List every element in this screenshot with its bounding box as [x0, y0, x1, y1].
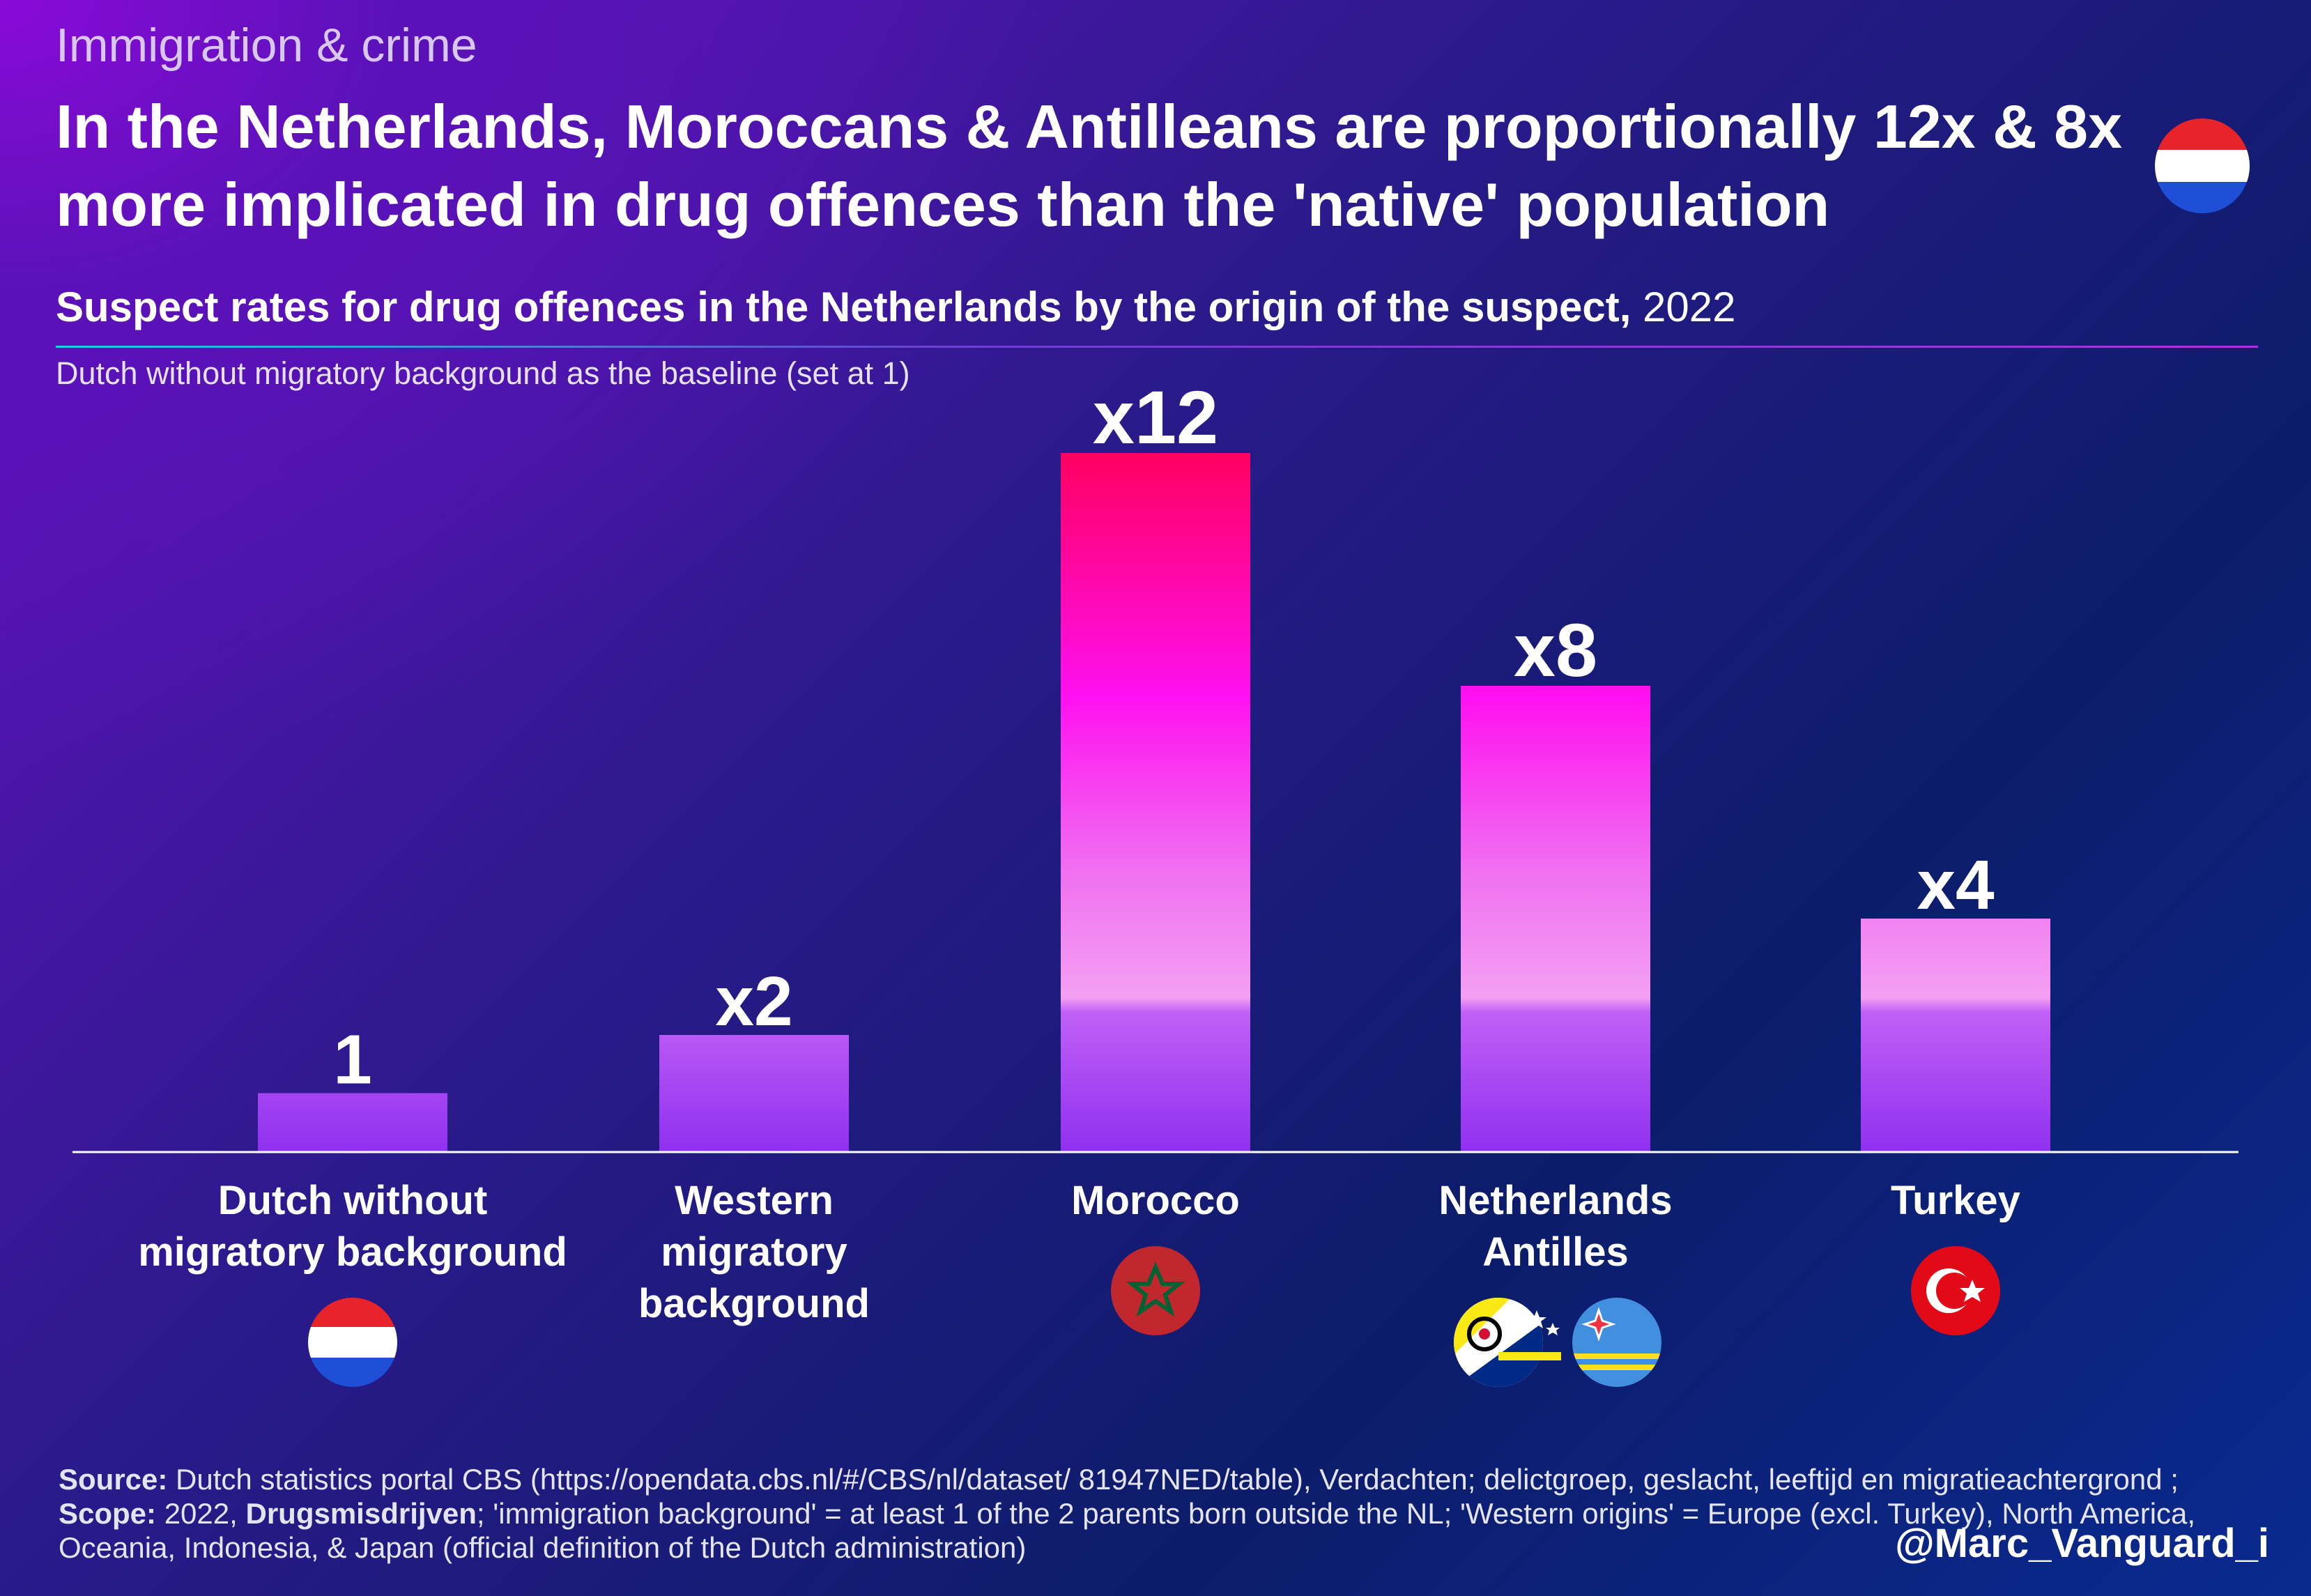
category-label-0: migratory background — [138, 1229, 567, 1275]
kicker: Immigration & crime — [56, 19, 477, 72]
scope-text: 2022, — [156, 1497, 246, 1530]
headline: In the Netherlands, Moroccans & Antillea… — [56, 92, 2123, 239]
morocco-flag-icon — [1111, 1246, 1200, 1335]
definition-text: ; 'immigration background' = at least 1 … — [59, 1497, 2196, 1564]
category-label-4: Turkey — [1891, 1178, 2020, 1223]
data-label-1: x2 — [715, 962, 792, 1041]
chart-subtitle: Suspect rates for drug offences in the N… — [56, 283, 1736, 331]
category-label-1: Western — [675, 1178, 834, 1223]
bar-4 — [1861, 919, 2050, 1151]
category-label-0: Dutch without — [218, 1178, 488, 1223]
netherlands-flag-icon — [308, 1298, 397, 1387]
data-label-2: x12 — [1093, 375, 1218, 459]
bar-2 — [1061, 453, 1250, 1151]
bar-chart: 1 x2 x12 x8 x4 Dutch without migratory backgr… — [138, 375, 2050, 1387]
subtitle-year: 2022 — [1631, 284, 1736, 330]
source-text: Dutch statistics portal CBS (https://ope… — [167, 1463, 2179, 1496]
drugs-label: Drugsmisdrijven — [245, 1497, 477, 1530]
category-label-2: Morocco — [1071, 1178, 1240, 1223]
curacao-star-icon — [1546, 1323, 1560, 1335]
scope-label: Scope: — [59, 1497, 157, 1530]
aruba-flag-icon — [1572, 1298, 1661, 1387]
bonaire-flag-icon — [1454, 1298, 1543, 1387]
baseline-note: Dutch without migratory background as th… — [56, 355, 910, 391]
category-label-1: migratory — [661, 1229, 847, 1275]
turkey-flag-icon — [1911, 1246, 2000, 1335]
data-label-4: x4 — [1917, 846, 1995, 924]
bar-3 — [1461, 686, 1650, 1151]
source-footer: Source: Dutch statistics portal CBS (htt… — [59, 1462, 2219, 1565]
bar-0 — [258, 1093, 447, 1151]
category-label-3: Netherlands — [1438, 1178, 1672, 1223]
curacao-star-icon — [1527, 1310, 1546, 1328]
title-divider — [56, 346, 2258, 348]
curacao-stripe — [1498, 1352, 1561, 1360]
data-label-0: 1 — [333, 1021, 372, 1099]
category-label-1: background — [638, 1281, 870, 1326]
bar-1 — [659, 1035, 849, 1151]
netherlands-flag-header-icon — [2155, 118, 2250, 213]
subtitle-main: Suspect rates for drug offences in the N… — [56, 284, 1631, 330]
source-label: Source: — [59, 1463, 168, 1496]
data-label-3: x8 — [1514, 608, 1597, 692]
category-label-3: Antilles — [1482, 1229, 1629, 1275]
antilles-flags-icon — [1454, 1298, 1661, 1387]
author-handle: @Marc_Vanguard_i — [1895, 1521, 2269, 1566]
